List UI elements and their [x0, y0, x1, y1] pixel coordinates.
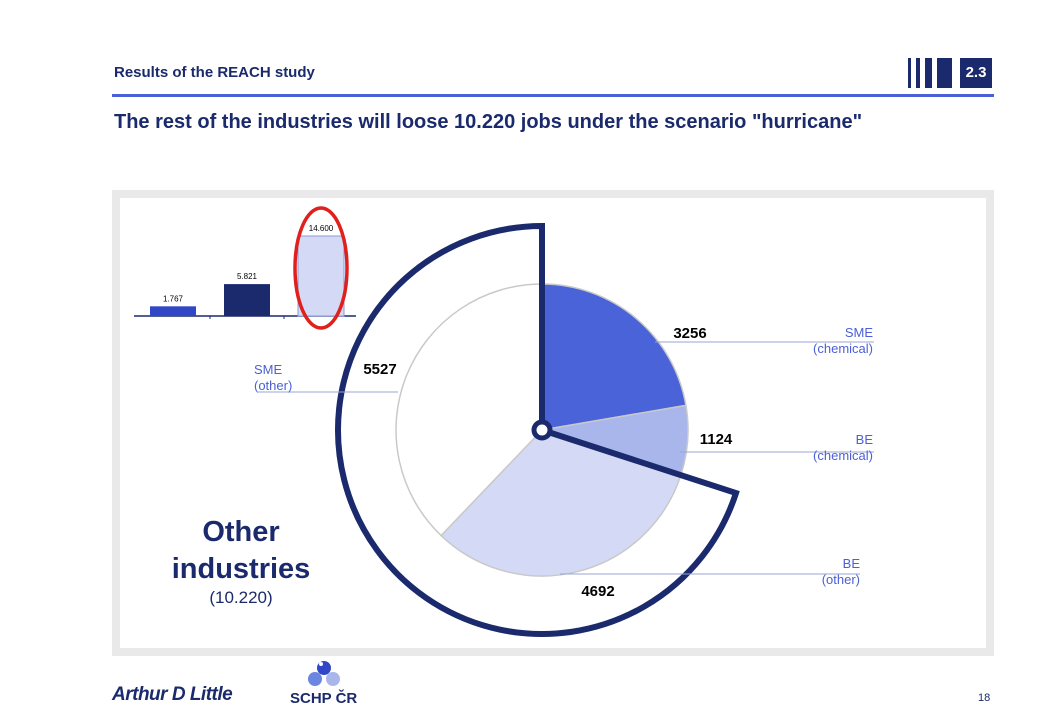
slide-headline: The rest of the industries will loose 10…	[114, 111, 863, 133]
pie-value-label: 4692	[581, 583, 614, 600]
pie-category-label: BE	[856, 432, 874, 447]
pie-value-label: 3256	[673, 325, 706, 342]
schp-molecule-icon	[308, 661, 340, 686]
highlight-value: (10.220)	[209, 588, 272, 607]
highlight-title-line: Other	[202, 516, 279, 548]
bar-value-label: 1.767	[163, 294, 184, 303]
bar	[224, 284, 270, 316]
bar-value-label: 5.821	[237, 272, 258, 281]
highlight-center-ring	[531, 419, 553, 441]
pie-slice	[395, 283, 543, 537]
header-divider	[112, 94, 994, 97]
bar	[297, 235, 345, 317]
pie-category-label: (other)	[822, 572, 860, 587]
pie-category-label: SME	[254, 362, 283, 377]
section-number-badge: 2.3	[960, 58, 992, 88]
pie-slice	[440, 429, 682, 577]
arthur-d-little-logo: Arthur D Little	[112, 684, 233, 705]
pie-category-label: BE	[843, 556, 861, 571]
pie-category-label: (other)	[254, 378, 292, 393]
bar-chart: 1.767 5.821 14.600	[134, 206, 356, 330]
page-number: 18	[978, 692, 991, 704]
pie-value-label: 1124	[700, 431, 733, 448]
bar-value-label: 14.600	[309, 224, 334, 233]
pie-category-label: (chemical)	[813, 448, 873, 463]
pie-chart: 3256112446925527SME(chemical)BE(chemical…	[172, 222, 874, 637]
bar	[150, 306, 196, 316]
pie-slice	[541, 283, 687, 431]
pie-category-label: SME	[845, 325, 874, 340]
pie-category-label: (chemical)	[813, 341, 873, 356]
highlight-circle	[293, 206, 349, 330]
schp-logo-text: SCHP ČR	[290, 690, 358, 707]
highlight-title-line: industries	[172, 553, 311, 585]
pie-value-label: 5527	[363, 361, 396, 378]
highlight-outline	[335, 222, 740, 637]
section-title: Results of the REACH study	[114, 64, 315, 81]
